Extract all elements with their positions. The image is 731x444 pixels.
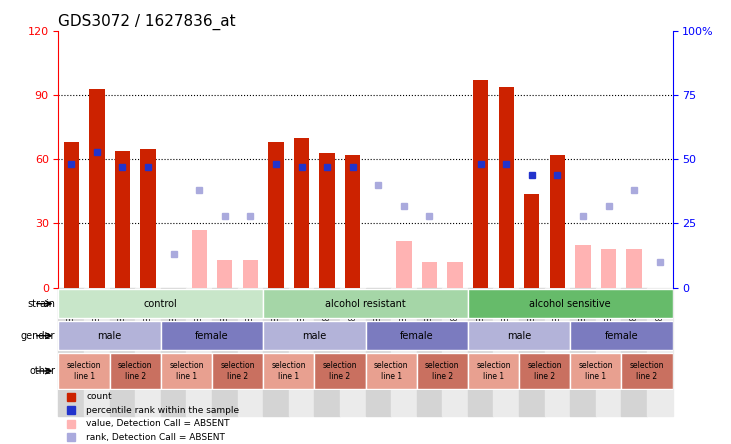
Bar xyxy=(217,260,232,288)
Bar xyxy=(647,288,673,416)
Bar xyxy=(601,249,616,288)
Text: rank, Detection Call = ABSENT: rank, Detection Call = ABSENT xyxy=(86,433,225,442)
FancyBboxPatch shape xyxy=(570,353,621,389)
FancyBboxPatch shape xyxy=(621,353,673,389)
Bar xyxy=(319,153,335,288)
FancyBboxPatch shape xyxy=(263,289,468,318)
Bar xyxy=(140,149,156,288)
Bar xyxy=(263,288,289,416)
Bar xyxy=(575,245,591,288)
Text: selection
line 1: selection line 1 xyxy=(578,361,613,381)
Text: count: count xyxy=(86,392,112,401)
Bar xyxy=(524,194,539,288)
FancyBboxPatch shape xyxy=(58,353,110,389)
Bar xyxy=(519,288,545,416)
Bar xyxy=(422,262,437,288)
Text: selection
line 2: selection line 2 xyxy=(220,361,255,381)
Bar xyxy=(570,288,596,416)
FancyBboxPatch shape xyxy=(468,353,519,389)
Bar xyxy=(289,288,314,416)
Bar xyxy=(340,288,366,416)
Text: other: other xyxy=(29,366,56,376)
Text: female: female xyxy=(605,331,638,341)
Text: selection
line 2: selection line 2 xyxy=(322,361,357,381)
Text: selection
line 1: selection line 1 xyxy=(374,361,409,381)
Bar xyxy=(499,87,514,288)
Bar xyxy=(473,80,488,288)
Text: value, Detection Call = ABSENT: value, Detection Call = ABSENT xyxy=(86,420,230,428)
Bar xyxy=(442,288,468,416)
Text: male: male xyxy=(507,331,531,341)
Bar xyxy=(192,230,207,288)
Text: percentile rank within the sample: percentile rank within the sample xyxy=(86,406,239,415)
Bar xyxy=(447,262,463,288)
Bar xyxy=(161,288,186,416)
Text: selection
line 1: selection line 1 xyxy=(67,361,102,381)
Bar xyxy=(396,241,412,288)
FancyBboxPatch shape xyxy=(570,321,673,350)
Text: alcohol sensitive: alcohol sensitive xyxy=(529,299,611,309)
Text: selection
line 1: selection line 1 xyxy=(271,361,306,381)
FancyBboxPatch shape xyxy=(366,353,417,389)
Bar xyxy=(243,260,258,288)
Bar xyxy=(391,288,417,416)
FancyBboxPatch shape xyxy=(519,353,570,389)
Bar xyxy=(238,288,263,416)
FancyBboxPatch shape xyxy=(314,353,366,389)
Bar xyxy=(314,288,340,416)
Bar xyxy=(596,288,621,416)
Bar xyxy=(621,288,647,416)
Bar xyxy=(84,288,110,416)
FancyBboxPatch shape xyxy=(110,353,161,389)
Bar xyxy=(550,155,565,288)
FancyBboxPatch shape xyxy=(58,289,263,318)
FancyBboxPatch shape xyxy=(58,321,161,350)
FancyBboxPatch shape xyxy=(366,321,468,350)
FancyBboxPatch shape xyxy=(161,353,212,389)
Bar xyxy=(212,288,238,416)
Bar xyxy=(64,142,79,288)
Bar xyxy=(493,288,519,416)
Bar xyxy=(294,138,309,288)
Bar xyxy=(468,288,493,416)
Text: selection
line 2: selection line 2 xyxy=(527,361,562,381)
Text: male: male xyxy=(97,331,122,341)
Bar xyxy=(115,151,130,288)
Text: control: control xyxy=(144,299,178,309)
Bar xyxy=(366,288,391,416)
Bar xyxy=(58,288,84,416)
Text: selection
line 2: selection line 2 xyxy=(118,361,153,381)
Bar xyxy=(545,288,570,416)
Text: male: male xyxy=(302,331,327,341)
Bar xyxy=(626,249,642,288)
Bar xyxy=(110,288,135,416)
Text: selection
line 1: selection line 1 xyxy=(476,361,511,381)
Bar xyxy=(186,288,212,416)
Text: selection
line 2: selection line 2 xyxy=(425,361,460,381)
Text: GDS3072 / 1627836_at: GDS3072 / 1627836_at xyxy=(58,13,236,30)
Text: strain: strain xyxy=(27,299,56,309)
Bar xyxy=(89,89,105,288)
Text: female: female xyxy=(195,331,229,341)
Bar xyxy=(268,142,284,288)
Bar xyxy=(417,288,442,416)
Text: alcohol resistant: alcohol resistant xyxy=(325,299,406,309)
Text: selection
line 2: selection line 2 xyxy=(629,361,664,381)
FancyBboxPatch shape xyxy=(417,353,468,389)
FancyBboxPatch shape xyxy=(161,321,263,350)
FancyBboxPatch shape xyxy=(468,321,570,350)
Bar xyxy=(345,155,360,288)
Text: selection
line 1: selection line 1 xyxy=(169,361,204,381)
FancyBboxPatch shape xyxy=(263,353,314,389)
FancyBboxPatch shape xyxy=(212,353,263,389)
FancyBboxPatch shape xyxy=(468,289,673,318)
Text: gender: gender xyxy=(21,331,56,341)
Text: female: female xyxy=(400,331,433,341)
FancyBboxPatch shape xyxy=(263,321,366,350)
Bar xyxy=(135,288,161,416)
